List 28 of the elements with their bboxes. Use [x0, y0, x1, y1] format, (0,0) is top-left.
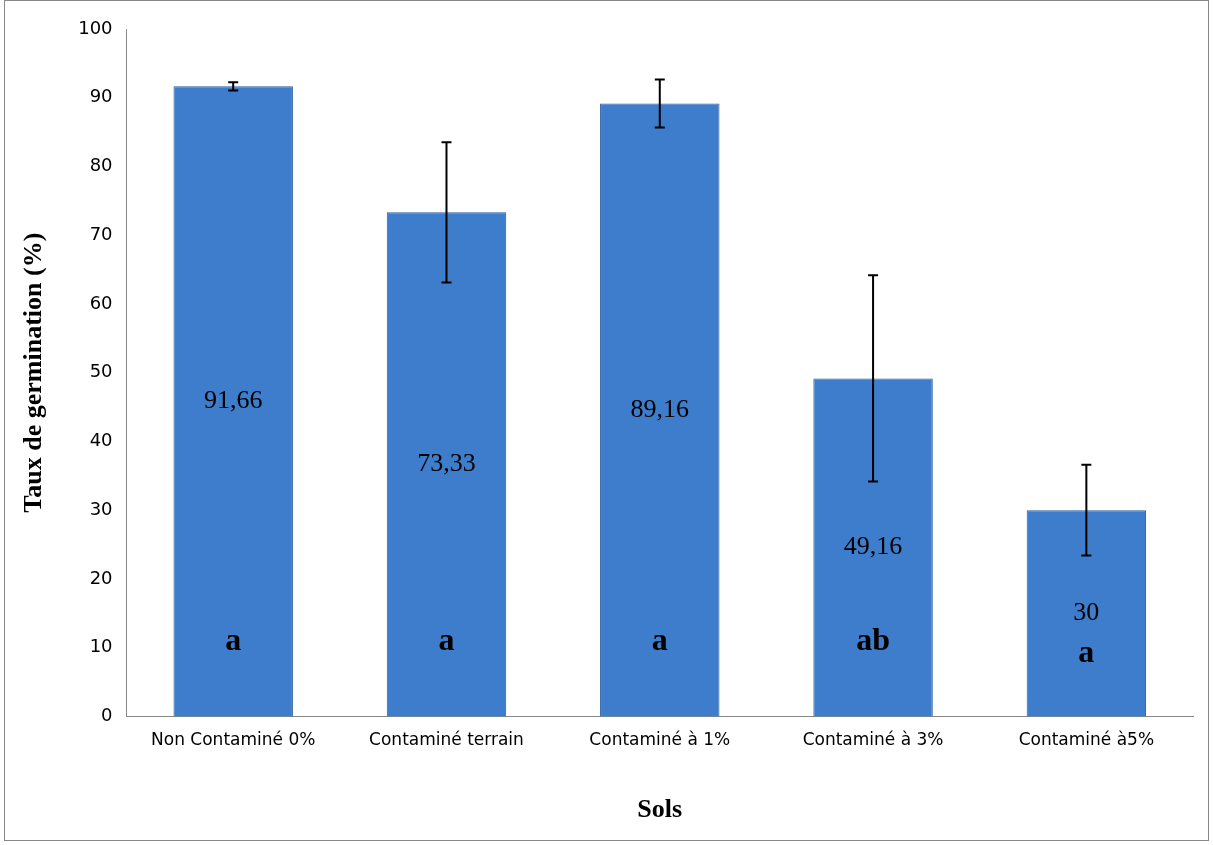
y-tick-label: 20 — [89, 566, 113, 588]
annotation: a — [225, 620, 242, 657]
y-tick-label: 10 — [89, 635, 113, 657]
y-tick-label: 0 — [101, 704, 113, 726]
annotation: a — [651, 620, 668, 657]
y-tick-label: 70 — [89, 222, 113, 244]
y-tick-label: 60 — [89, 291, 113, 313]
data-label: 30 — [1073, 597, 1100, 627]
y-tick-label: 40 — [89, 429, 113, 451]
data-label: 73,33 — [417, 448, 476, 478]
x-tick-label: Contaminé à 3% — [802, 729, 944, 750]
y-tick-label: 90 — [89, 85, 113, 107]
y-tick-label: 100 — [78, 16, 113, 38]
x-tick-label: Contaminé à5% — [1018, 729, 1155, 750]
y-tick-label: 50 — [89, 360, 113, 382]
x-tick-label: Contaminé à 1% — [589, 729, 731, 750]
annotation: ab — [856, 620, 890, 657]
annotation: a — [1078, 632, 1095, 669]
y-tick-label: 30 — [89, 497, 113, 519]
y-axis-title: Taux de germination (%) — [18, 232, 48, 513]
x-axis-title: Sols — [637, 794, 683, 824]
data-label: 91,66 — [203, 385, 263, 415]
data-label: 89,16 — [630, 393, 690, 423]
y-tick-label: 80 — [89, 154, 113, 176]
data-label: 49,16 — [843, 531, 903, 561]
annotation: a — [438, 620, 455, 657]
x-tick-label: Contaminé terrain — [369, 729, 524, 750]
x-tick-label: Non Contaminé 0% — [151, 729, 316, 750]
